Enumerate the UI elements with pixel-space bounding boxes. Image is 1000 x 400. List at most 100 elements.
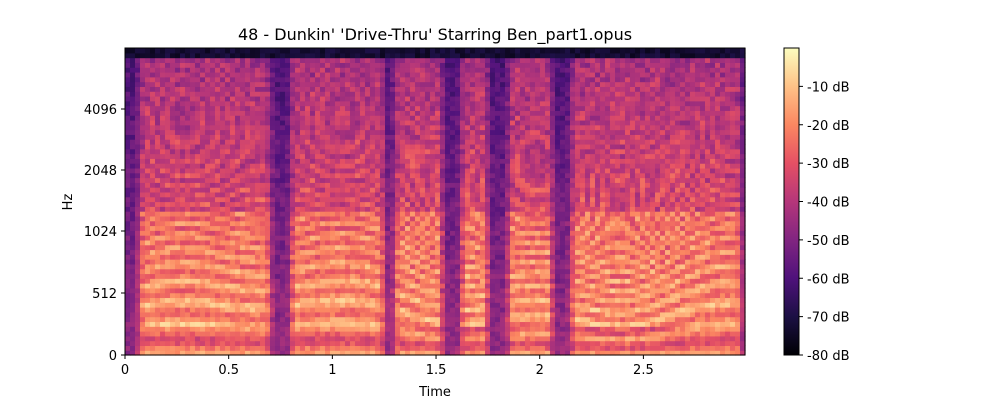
heatmap-cell	[175, 268, 181, 275]
heatmap-cell	[225, 268, 231, 275]
heatmap-cell	[420, 81, 426, 87]
heatmap-cell	[275, 187, 281, 193]
heatmap-cell	[350, 350, 356, 356]
heatmap-cell	[150, 115, 156, 121]
heatmap-cell	[465, 326, 471, 332]
heatmap-cell	[235, 345, 241, 351]
heatmap-cell	[250, 158, 256, 164]
heatmap-cell	[375, 307, 381, 313]
heatmap-cell	[265, 302, 271, 308]
heatmap-cell	[485, 48, 491, 54]
heatmap-cell	[245, 331, 251, 337]
heatmap-cell	[510, 201, 516, 207]
heatmap-cell	[335, 321, 341, 327]
heatmap-cell	[430, 244, 436, 251]
heatmap-cell	[415, 311, 421, 318]
heatmap-cell	[295, 172, 301, 179]
heatmap-cell	[425, 235, 431, 241]
heatmap-cell	[230, 191, 236, 198]
heatmap-cell	[405, 167, 411, 174]
heatmap-cell	[425, 81, 431, 87]
heatmap-cell	[250, 100, 256, 107]
heatmap-cell	[300, 215, 306, 222]
heatmap-cell	[315, 331, 321, 337]
heatmap-cell	[290, 211, 296, 217]
heatmap-cell	[200, 134, 206, 140]
heatmap-cell	[205, 167, 211, 174]
heatmap-cell	[285, 153, 291, 159]
heatmap-cell	[410, 163, 416, 169]
heatmap-cell	[445, 350, 451, 356]
heatmap-cell	[195, 220, 201, 227]
heatmap-cell	[375, 278, 381, 284]
heatmap-cell	[495, 259, 501, 265]
heatmap-cell	[245, 76, 251, 83]
heatmap-cell	[330, 177, 336, 183]
heatmap-cell	[370, 278, 376, 284]
heatmap-cell	[215, 124, 221, 131]
heatmap-cell	[325, 67, 331, 73]
heatmap-cell	[300, 326, 306, 332]
heatmap-cell	[205, 187, 211, 193]
heatmap-cell	[340, 105, 346, 111]
heatmap-cell	[375, 321, 381, 327]
heatmap-cell	[405, 220, 411, 227]
heatmap-cell	[275, 230, 281, 236]
heatmap-cell	[275, 110, 281, 116]
heatmap-cell	[245, 148, 251, 155]
heatmap-cell	[500, 350, 506, 356]
heatmap-cell	[390, 163, 396, 169]
heatmap-cell	[495, 76, 501, 83]
heatmap-cell	[235, 110, 241, 116]
heatmap-cell	[480, 249, 486, 255]
heatmap-cell	[170, 268, 176, 275]
heatmap-cell	[445, 95, 451, 102]
heatmap-cell	[440, 335, 446, 342]
heatmap-cell	[485, 263, 491, 270]
heatmap-cell	[215, 100, 221, 107]
heatmap-cell	[350, 211, 356, 217]
heatmap-cell	[320, 119, 326, 126]
heatmap-cell	[440, 239, 446, 246]
heatmap-cell	[265, 134, 271, 140]
heatmap-cell	[370, 182, 376, 188]
heatmap-cell	[185, 153, 191, 159]
heatmap-cell	[340, 220, 346, 227]
heatmap-cell	[495, 67, 501, 73]
heatmap-cell	[150, 287, 156, 294]
heatmap-cell	[390, 100, 396, 107]
heatmap-cell	[185, 230, 191, 236]
heatmap-cell	[230, 326, 236, 332]
heatmap-cell	[305, 297, 311, 303]
heatmap-cell	[310, 331, 316, 337]
heatmap-cell	[270, 316, 276, 323]
heatmap-cell	[205, 100, 211, 107]
heatmap-cell	[500, 105, 506, 111]
heatmap-cell	[175, 331, 181, 337]
heatmap-cell	[350, 110, 356, 116]
heatmap-cell	[360, 177, 366, 183]
heatmap-cell	[140, 230, 146, 236]
heatmap-cell	[220, 86, 226, 92]
heatmap-cell	[285, 254, 291, 260]
heatmap-cell	[210, 345, 216, 351]
heatmap-cell	[140, 340, 146, 347]
heatmap-cell	[400, 307, 406, 313]
heatmap-cell	[190, 167, 196, 174]
heatmap-cell	[145, 177, 151, 183]
heatmap-cell	[330, 76, 336, 83]
heatmap-cell	[215, 211, 221, 217]
heatmap-cell	[310, 143, 316, 150]
heatmap-cell	[345, 273, 351, 279]
heatmap-cell	[395, 172, 401, 179]
heatmap-cell	[380, 220, 386, 227]
heatmap-cell	[180, 105, 186, 111]
heatmap-cell	[485, 331, 491, 337]
heatmap-cell	[335, 206, 341, 212]
heatmap-cell	[225, 139, 231, 145]
heatmap-cell	[355, 153, 361, 159]
heatmap-cell	[345, 302, 351, 308]
heatmap-cell	[255, 297, 261, 303]
heatmap-cell	[155, 331, 161, 337]
heatmap-cell	[185, 331, 191, 337]
